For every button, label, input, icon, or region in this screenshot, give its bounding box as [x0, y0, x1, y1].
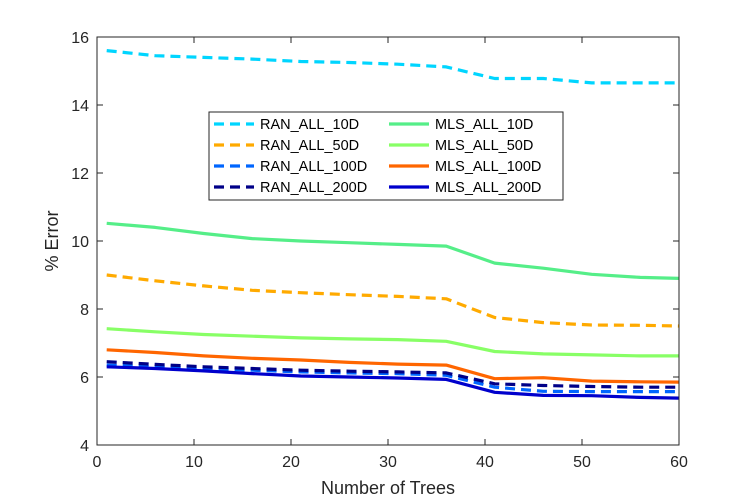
x-axis-label: Number of Trees	[321, 478, 455, 498]
x-tick-label: 50	[573, 454, 591, 471]
y-tick-label: 8	[80, 302, 89, 319]
x-tick-label: 10	[185, 454, 203, 471]
legend-entry-label: MLS_ALL_50D	[435, 138, 533, 154]
series-line-mls-all-50d	[106, 327, 679, 358]
legend-entry-label: MLS_ALL_200D	[435, 180, 541, 196]
y-tick-label: 14	[71, 98, 89, 115]
series-line-ran-all-200d	[106, 360, 679, 389]
series-layer	[106, 49, 680, 400]
x-tick-label: 0	[93, 454, 102, 471]
legend-entry-label: RAN_ALL_200D	[260, 180, 367, 196]
legend-entry-label: RAN_ALL_100D	[260, 159, 367, 175]
y-tick-label: 6	[80, 370, 89, 387]
x-tick-label: 60	[670, 454, 688, 471]
legend-box	[208, 111, 564, 201]
axes-layer: 0 10 20 30 40 50 60 4 6 8 10 12 14 16	[71, 30, 688, 471]
series-line-mls-all-10d	[106, 221, 680, 280]
y-tick-label: 16	[71, 30, 89, 47]
y-tick-label: 10	[71, 234, 89, 251]
legend-entry-label: RAN_ALL_10D	[260, 117, 359, 133]
series-line-mls-all-100d	[106, 348, 680, 384]
series-line-ran-all-50d	[106, 273, 680, 328]
series-line-ran-all-10d	[106, 49, 679, 85]
y-axis-label: % Error	[42, 210, 62, 271]
x-tick-label: 20	[282, 454, 300, 471]
y-tick-label: 12	[71, 166, 89, 183]
legend: RAN_ALL_10D RAN_ALL_50D RAN_ALL_100D RAN_AL…	[208, 111, 564, 201]
x-tick-label: 40	[476, 454, 494, 471]
x-tick-label: 30	[379, 454, 397, 471]
series-line-ran-all-100d	[106, 363, 679, 394]
legend-entry-label: MLS_ALL_10D	[435, 117, 533, 133]
legend-entry-label: RAN_ALL_50D	[260, 138, 359, 154]
series-line-mls-all-200d	[106, 365, 680, 400]
legend-entry-label: MLS_ALL_100D	[435, 159, 541, 175]
y-tick-label: 4	[80, 438, 89, 455]
